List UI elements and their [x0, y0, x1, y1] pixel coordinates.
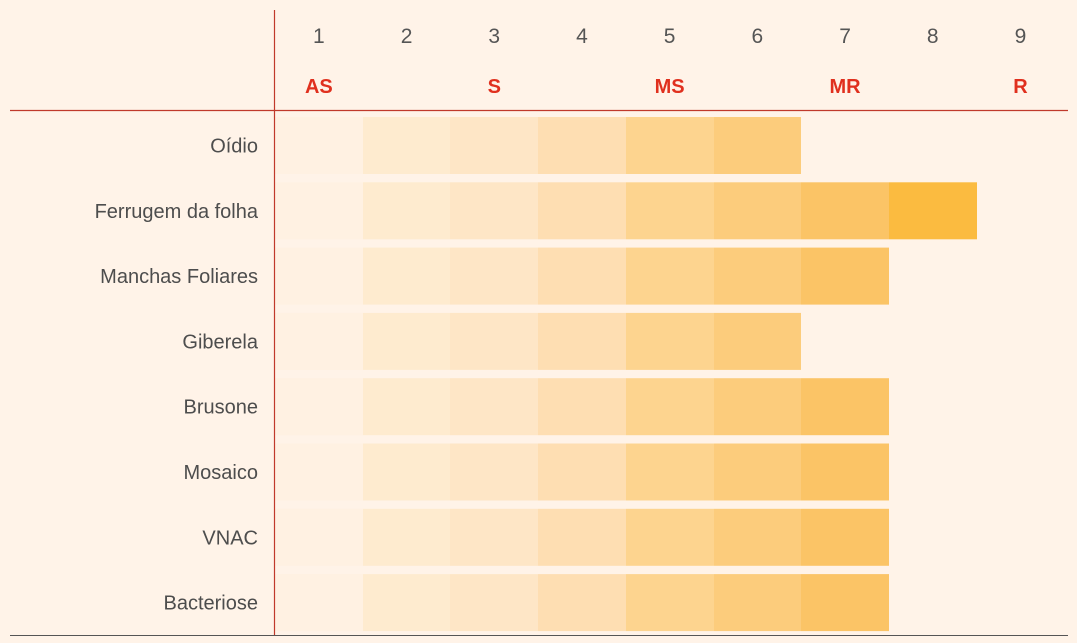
bar-cell-ferrugem-da-folha-8 [889, 182, 977, 240]
disease-bars [275, 117, 977, 632]
bar-cell-bacteriose-7 [801, 574, 889, 632]
bar-cell-oidio-5 [626, 117, 714, 174]
bar-cell-bacteriose-1 [275, 574, 363, 632]
bar-cell-oidio-4 [538, 117, 626, 174]
scale-number-5: 5 [664, 25, 676, 48]
row-label-brusone: Brusone [184, 397, 259, 419]
bar-cell-bacteriose-2 [363, 574, 450, 632]
bar-cell-ferrugem-da-folha-5 [626, 182, 714, 240]
bar-cell-mosaico-4 [538, 443, 626, 501]
bar-cell-oidio-1 [275, 117, 363, 174]
bar-cell-manchas-foliares-1 [275, 247, 363, 305]
scale-class-mr: MR [829, 76, 861, 98]
grid-lines [10, 10, 1068, 636]
scale-class-s: S [488, 76, 501, 98]
bar-cell-brusone-6 [714, 378, 801, 436]
bar-cell-bacteriose-5 [626, 574, 714, 632]
bar-cell-mosaico-7 [801, 443, 889, 501]
scale-number-8: 8 [927, 25, 939, 48]
bar-cell-manchas-foliares-7 [801, 247, 889, 305]
bar-cell-brusone-2 [363, 378, 450, 436]
bar-cell-oidio-3 [450, 117, 538, 174]
bar-cell-ferrugem-da-folha-7 [801, 182, 889, 240]
row-label-ferrugem-da-folha: Ferrugem da folha [95, 201, 259, 223]
bar-cell-mosaico-5 [626, 443, 714, 501]
bar-cell-vnac-7 [801, 508, 889, 566]
scale-class-ms: MS [655, 76, 685, 98]
bar-cell-bacteriose-4 [538, 574, 626, 632]
bar-cell-ferrugem-da-folha-4 [538, 182, 626, 240]
bar-cell-manchas-foliares-5 [626, 247, 714, 305]
bar-cell-manchas-foliares-3 [450, 247, 538, 305]
bar-cell-giberela-6 [714, 312, 801, 370]
bar-cell-giberela-3 [450, 312, 538, 370]
bar-cell-brusone-4 [538, 378, 626, 436]
bar-cell-ferrugem-da-folha-6 [714, 182, 801, 240]
bar-cell-vnac-1 [275, 508, 363, 566]
bar-cell-giberela-2 [363, 312, 450, 370]
bar-cell-vnac-2 [363, 508, 450, 566]
disease-labels: Oídio Ferrugem da folha Manchas Foliares Gi… [95, 136, 259, 615]
bar-cell-brusone-1 [275, 378, 363, 436]
scale-class-r: R [1013, 76, 1028, 98]
scale-number-2: 2 [401, 25, 413, 48]
bar-cell-vnac-6 [714, 508, 801, 566]
row-label-vnac: VNAC [202, 527, 258, 549]
bar-cell-brusone-5 [626, 378, 714, 436]
bar-cell-oidio-6 [714, 117, 801, 174]
row-label-manchas-foliares: Manchas Foliares [100, 266, 258, 288]
bar-cell-giberela-1 [275, 312, 363, 370]
scale-header: 1 2 3 4 5 6 7 8 9 AS S MS MR R [305, 25, 1028, 98]
bar-cell-mosaico-6 [714, 443, 801, 501]
bar-cell-giberela-5 [626, 312, 714, 370]
scale-number-1: 1 [313, 25, 325, 48]
row-label-giberela: Giberela [182, 331, 258, 353]
bar-cell-vnac-4 [538, 508, 626, 566]
scale-number-4: 4 [576, 25, 588, 48]
bar-cell-mosaico-2 [363, 443, 450, 501]
bar-cell-ferrugem-da-folha-2 [363, 182, 450, 240]
bar-cell-ferrugem-da-folha-1 [275, 182, 363, 240]
bar-cell-oidio-2 [363, 117, 450, 174]
bar-cell-vnac-5 [626, 508, 714, 566]
row-label-bacteriose: Bacteriose [164, 593, 259, 615]
scale-number-9: 9 [1015, 25, 1027, 48]
scale-number-7: 7 [839, 25, 851, 48]
bar-cell-vnac-3 [450, 508, 538, 566]
bar-cell-manchas-foliares-2 [363, 247, 450, 305]
bar-cell-manchas-foliares-6 [714, 247, 801, 305]
scale-number-3: 3 [488, 25, 500, 48]
scale-number-6: 6 [752, 25, 764, 48]
scale-class-as: AS [305, 76, 333, 98]
row-label-oidio: Oídio [210, 136, 258, 158]
bar-cell-mosaico-3 [450, 443, 538, 501]
bar-cell-bacteriose-6 [714, 574, 801, 632]
bar-cell-manchas-foliares-4 [538, 247, 626, 305]
row-label-mosaico: Mosaico [184, 462, 258, 484]
bar-cell-giberela-4 [538, 312, 626, 370]
bar-cell-mosaico-1 [275, 443, 363, 501]
bar-cell-brusone-3 [450, 378, 538, 436]
bar-cell-ferrugem-da-folha-3 [450, 182, 538, 240]
bar-cell-bacteriose-3 [450, 574, 538, 632]
bar-cell-brusone-7 [801, 378, 889, 436]
